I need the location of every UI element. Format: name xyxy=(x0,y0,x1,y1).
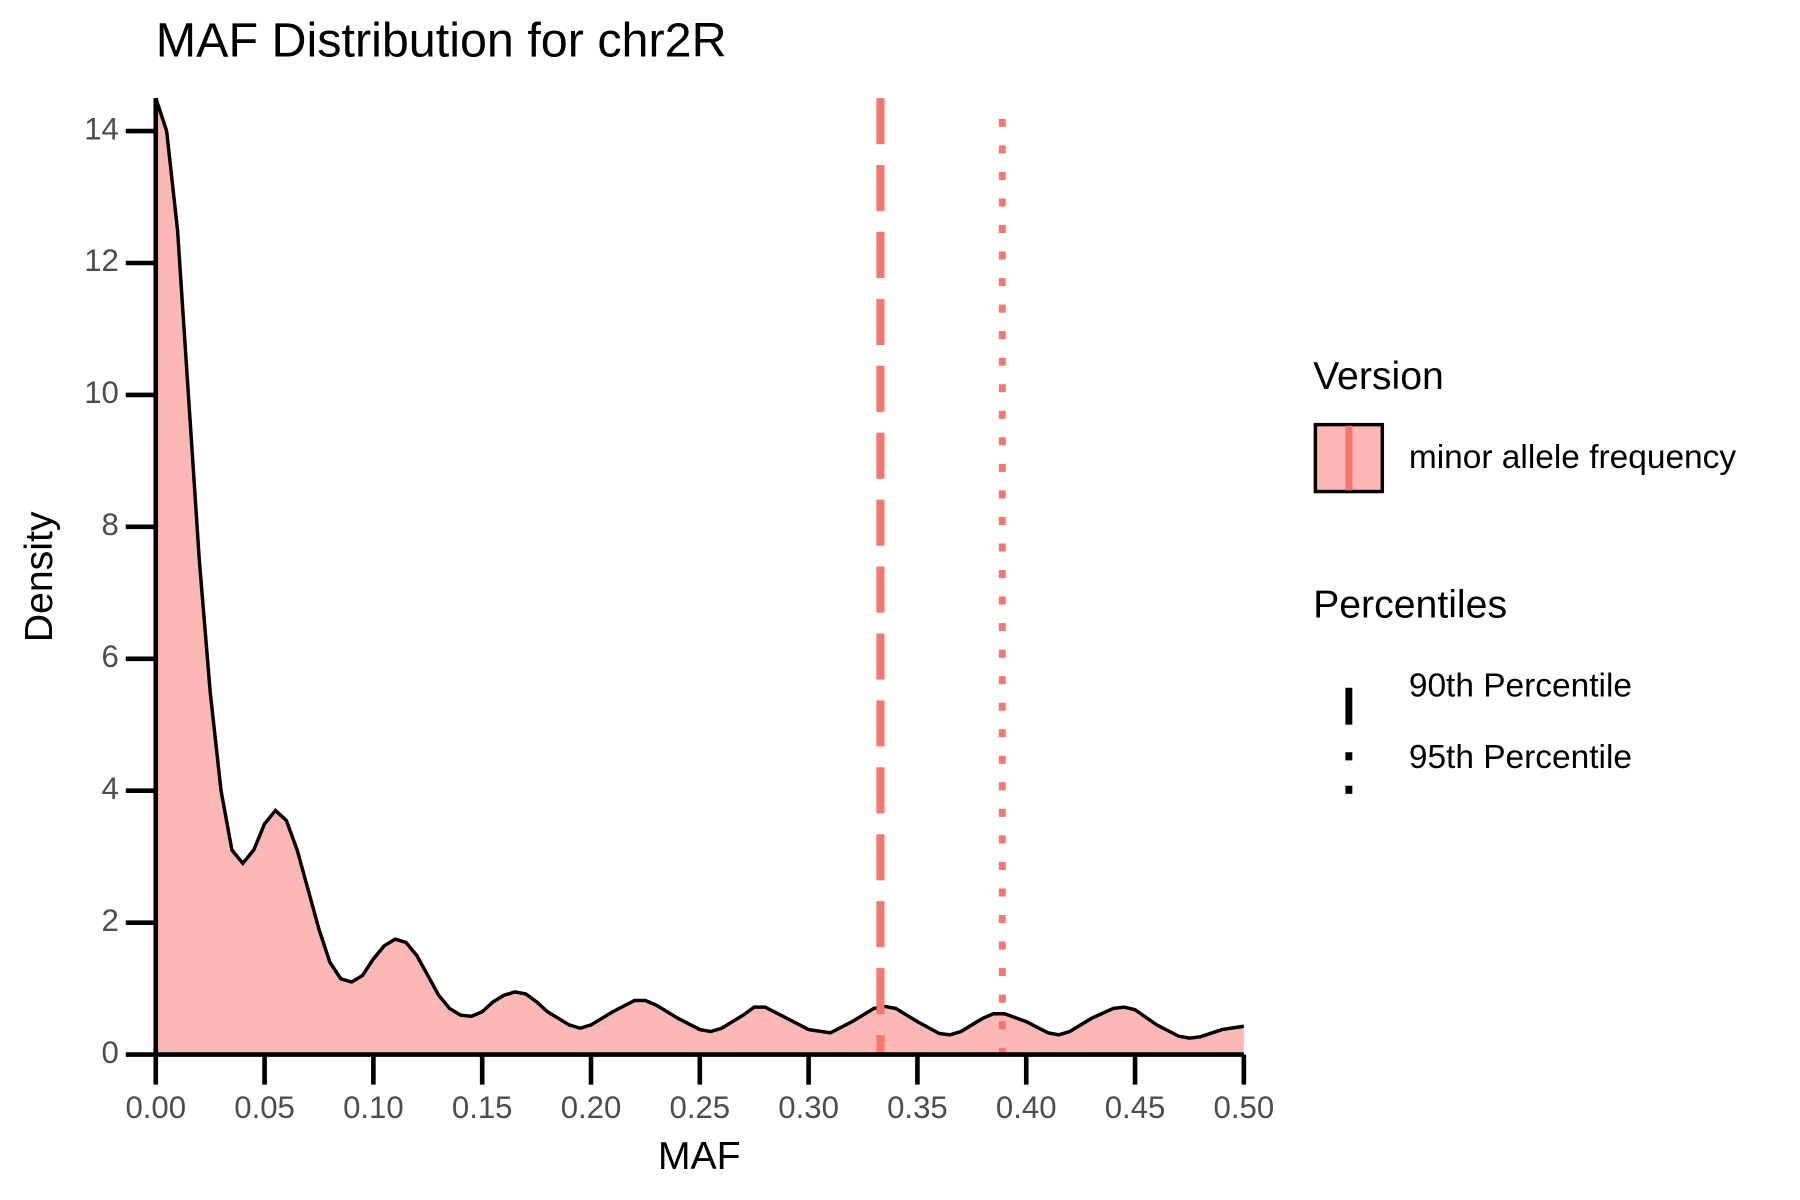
x-tick-label: 0.30 xyxy=(778,1090,839,1125)
y-tick-label: 10 xyxy=(84,375,119,410)
y-tick-label: 14 xyxy=(84,111,119,146)
x-tick-label: 0.45 xyxy=(1105,1090,1166,1125)
chart-title: MAF Distribution for chr2R xyxy=(156,14,727,68)
x-tick-label: 0.15 xyxy=(452,1090,513,1125)
legend-label: 95th Percentile xyxy=(1409,739,1632,776)
x-tick-label: 0.10 xyxy=(343,1090,404,1125)
y-axis-label: Density xyxy=(17,511,61,642)
x-axis-label: MAF xyxy=(658,1134,741,1178)
x-tick-label: 0.05 xyxy=(234,1090,295,1125)
y-tick-label: 8 xyxy=(102,507,119,542)
legend-label: minor allele frequency xyxy=(1409,439,1737,476)
legend-title: Percentiles xyxy=(1313,582,1507,626)
density-area xyxy=(155,98,1244,1055)
y-tick-label: 2 xyxy=(102,903,119,938)
x-tick-label: 0.40 xyxy=(996,1090,1057,1125)
x-tick-label: 0.50 xyxy=(1214,1090,1275,1125)
y-tick-label: 6 xyxy=(102,639,119,674)
x-tick-label: 0.25 xyxy=(670,1090,731,1125)
x-tick-label: 0.35 xyxy=(887,1090,948,1125)
y-tick-label: 12 xyxy=(84,243,119,278)
legend-title: Version xyxy=(1313,354,1444,398)
x-tick-label: 0.00 xyxy=(125,1090,186,1125)
y-tick-label: 0 xyxy=(102,1035,119,1070)
x-tick-label: 0.20 xyxy=(561,1090,622,1125)
legend-label: 90th Percentile xyxy=(1409,668,1632,705)
density-line xyxy=(154,97,1245,1040)
y-tick-label: 4 xyxy=(102,771,119,806)
